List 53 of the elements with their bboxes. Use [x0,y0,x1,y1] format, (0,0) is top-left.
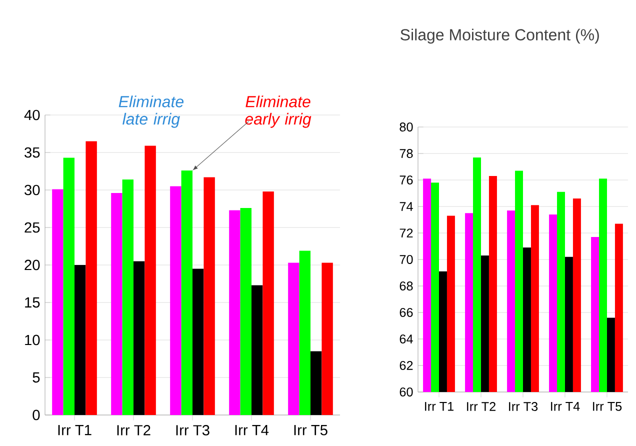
x-tick-label: Irr T2 [117,425,150,436]
bar [204,177,215,415]
y-tick-label: 72 [400,228,413,238]
bar [122,179,134,415]
y-tick-label: 76 [400,176,413,184]
y-tick-label: 35 [24,147,40,158]
bar [111,192,122,415]
bar [299,250,310,415]
bar [229,210,240,415]
bar [144,146,156,415]
x-tick-label: Irr T4 [551,402,580,411]
y-tick-label: 5 [32,372,40,383]
bar [52,189,64,415]
y-tick-label: 68 [400,282,413,290]
x-tick-label: Irr T1 [425,402,454,411]
y-tick-label: 80 [400,122,413,132]
bar [240,208,252,415]
bar [288,262,300,415]
y-tick-label: 30 [24,184,40,196]
x-tick-label: Irr T3 [509,402,538,411]
y-tick-label: 78 [400,149,413,158]
annotation: Eliminate early irrig [245,96,312,128]
bar [192,268,204,415]
y-tick-label: 60 [400,388,413,396]
x-tick-label: Irr T4 [235,425,269,436]
y-tick-label: 64 [400,334,413,344]
bar [310,351,322,415]
annotation: Eliminate late irrig [118,96,184,128]
bar [262,191,274,415]
y-tick-label: 0 [32,410,40,420]
x-tick-label: Irr T5 [294,425,328,436]
x-tick-label: Irr T2 [467,402,496,411]
bar [322,262,333,415]
y-tick-label: 20 [24,260,40,270]
bar [74,264,86,415]
bar [86,141,97,415]
chart-title: Silage Moisture Content (%) [400,28,599,44]
y-tick-label: 15 [25,297,40,308]
bar [181,170,193,415]
y-tick-label: 62 [400,361,413,370]
x-tick-label: Irr T3 [176,425,210,436]
y-tick-label: 40 [24,110,40,120]
y-tick-label: 10 [25,334,40,346]
x-tick-label: Irr T1 [58,425,92,436]
y-tick-label: 70 [400,255,413,264]
y-tick-label: 74 [400,202,413,211]
bar [63,158,75,415]
bar [252,285,263,415]
bar [134,261,145,415]
y-tick-label: 66 [400,308,413,317]
x-tick-label: Irr T5 [593,402,622,411]
bar [170,186,182,415]
y-tick-label: 25 [24,222,40,233]
